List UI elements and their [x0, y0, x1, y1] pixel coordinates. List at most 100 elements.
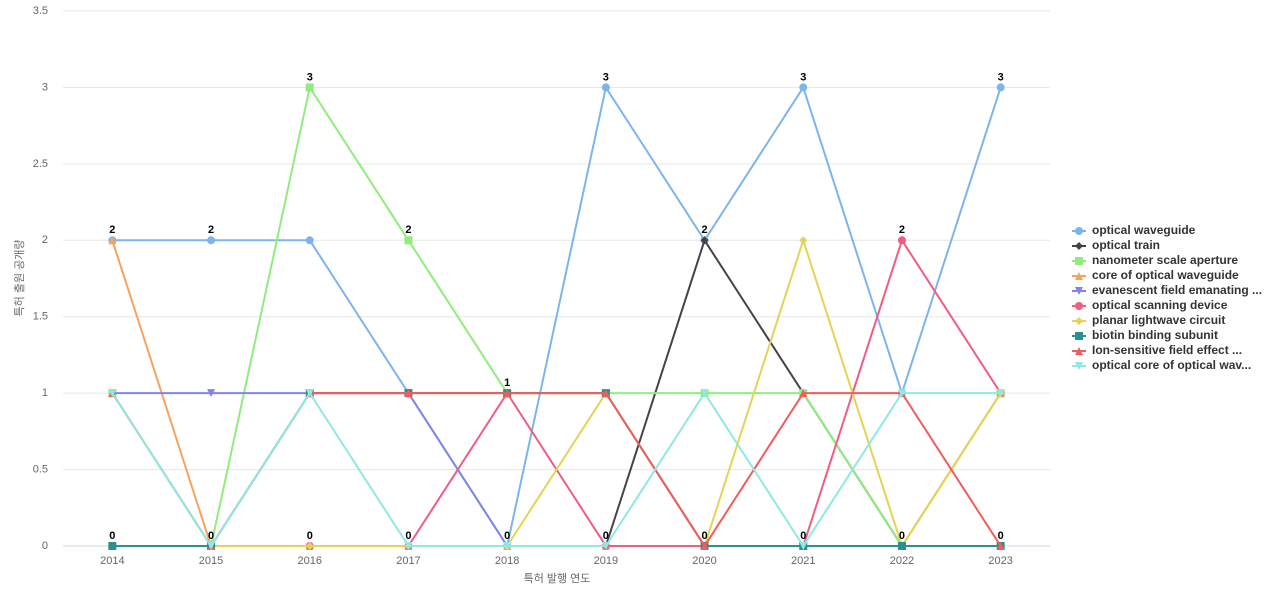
data-label: 0 — [899, 530, 905, 542]
legend-label: optical core of optical wav... — [1092, 358, 1251, 372]
point — [996, 83, 1005, 92]
point — [305, 83, 314, 92]
data-label: 0 — [109, 530, 115, 542]
point — [305, 542, 314, 550]
point — [700, 389, 709, 398]
data-label: 0 — [800, 530, 806, 542]
data-label: 3 — [800, 71, 806, 83]
y-tick-label: 2 — [42, 234, 48, 246]
point — [700, 236, 709, 245]
x-tick-label: 2020 — [692, 555, 716, 567]
y-tick-label: 0 — [42, 540, 48, 552]
series-line — [111, 391, 1001, 548]
y-tick-label: 3.5 — [33, 5, 48, 17]
point — [601, 389, 610, 398]
point — [996, 389, 1005, 398]
x-tick-label: 2023 — [988, 555, 1012, 567]
legend-label: core of optical waveguide — [1092, 268, 1239, 282]
legend-item: core of optical waveguide — [1072, 268, 1239, 282]
data-label: 0 — [405, 530, 411, 542]
data-label: 3 — [603, 71, 609, 83]
legend-item: Ion-sensitive field effect ... — [1072, 343, 1242, 357]
point — [601, 83, 610, 92]
point — [601, 542, 610, 550]
point — [897, 389, 906, 398]
x-axis-title: 특허 발행 연도 — [524, 572, 591, 585]
point — [996, 542, 1005, 550]
legend-label: evanescent field emanating ... — [1092, 283, 1262, 297]
data-label: 0 — [307, 530, 313, 542]
legend-item: optical waveguide — [1072, 223, 1196, 237]
point — [799, 542, 808, 550]
x-tick-label: 2019 — [594, 555, 618, 567]
data-label: 0 — [208, 530, 214, 542]
data-label: 1 — [504, 377, 510, 389]
point — [404, 236, 413, 245]
y-axis-title: 특허 출원 공개량 — [13, 240, 26, 317]
data-label: 2 — [899, 224, 905, 236]
point — [1075, 332, 1083, 340]
series-line — [112, 84, 1002, 549]
data-label: 2 — [208, 224, 214, 236]
data-label: 3 — [307, 71, 313, 83]
y-tick-label: 3 — [42, 81, 48, 93]
legend-item: optical core of optical wav... — [1072, 358, 1251, 372]
data-label: 0 — [701, 530, 707, 542]
legend-item: planar lightwave circuit — [1072, 313, 1225, 327]
point — [1075, 347, 1083, 355]
point — [1075, 257, 1083, 265]
legend-item: nanometer scale aperture — [1072, 253, 1238, 267]
legend-item: evanescent field emanating ... — [1072, 283, 1262, 297]
point — [207, 389, 216, 398]
legend-label: Ion-sensitive field effect ... — [1092, 343, 1242, 357]
data-label: 2 — [109, 224, 115, 236]
point — [503, 542, 512, 550]
point — [799, 389, 808, 398]
point — [305, 389, 314, 398]
legend-label: optical train — [1092, 238, 1160, 252]
point — [108, 389, 117, 398]
point — [305, 236, 314, 245]
point — [1075, 362, 1083, 370]
y-tick-label: 2.5 — [33, 158, 48, 170]
point — [1075, 242, 1083, 250]
legend-item: biotin binding subunit — [1072, 328, 1218, 342]
x-tick-label: 2017 — [396, 555, 420, 567]
x-tick-label: 2022 — [890, 555, 914, 567]
point — [108, 542, 117, 550]
legend-label: planar lightwave circuit — [1092, 313, 1225, 327]
point — [404, 389, 413, 398]
point — [1075, 227, 1083, 235]
x-tick-label: 2018 — [495, 555, 519, 567]
legend-label: nanometer scale aperture — [1092, 253, 1238, 267]
data-label: 3 — [998, 71, 1004, 83]
data-label: 0 — [504, 530, 510, 542]
data-label: 0 — [998, 530, 1004, 542]
point — [207, 542, 216, 550]
x-tick-label: 2015 — [199, 555, 223, 567]
legend-label: optical waveguide — [1092, 223, 1196, 237]
point — [503, 389, 512, 398]
legend-item: optical train — [1072, 238, 1160, 252]
data-label: 0 — [603, 530, 609, 542]
series — [108, 389, 1005, 550]
x-tick-label: 2021 — [791, 555, 815, 567]
point — [897, 236, 906, 245]
data-label: 2 — [701, 224, 707, 236]
y-tick-label: 1 — [42, 387, 48, 399]
point — [108, 236, 117, 245]
y-tick-label: 1.5 — [33, 311, 48, 323]
point — [700, 542, 709, 550]
point — [1075, 272, 1083, 280]
x-tick-label: 2016 — [298, 555, 322, 567]
x-tick-label: 2014 — [100, 555, 124, 567]
legend-label: biotin binding subunit — [1092, 328, 1218, 342]
y-tick-label: 0.5 — [33, 463, 48, 475]
point — [897, 542, 906, 550]
legend-label: optical scanning device — [1092, 298, 1228, 312]
data-label: 2 — [405, 224, 411, 236]
point — [799, 236, 808, 245]
point — [799, 83, 808, 92]
point — [207, 236, 216, 245]
